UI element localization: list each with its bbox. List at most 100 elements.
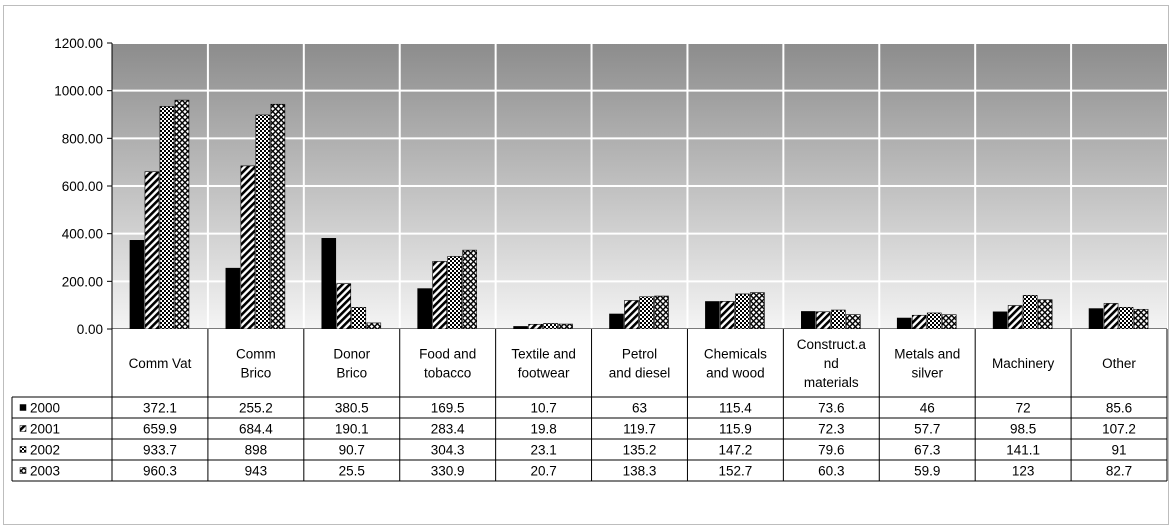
data-label-2003-2: 25.5 bbox=[339, 464, 365, 479]
data-label-2002-10: 91 bbox=[1112, 443, 1127, 458]
bar-2002-3 bbox=[447, 256, 462, 330]
data-label-2003-8: 59.9 bbox=[914, 464, 940, 479]
data-label-2000-0: 372.1 bbox=[143, 401, 177, 416]
bar-2002-9 bbox=[1022, 295, 1038, 330]
legend-key-2002 bbox=[19, 446, 27, 453]
bar-2003-10 bbox=[1133, 308, 1149, 330]
bar-2001-10 bbox=[1103, 303, 1119, 330]
data-label-2001-3: 283.4 bbox=[431, 422, 465, 437]
data-label-2000-3: 169.5 bbox=[431, 401, 465, 416]
data-label-2003-1: 943 bbox=[245, 464, 268, 479]
bar-2000-3 bbox=[417, 288, 432, 330]
bar-chart: 0.00 200.00 400.00 600.00 800.00 1000.00 1200.… bbox=[11, 36, 1168, 482]
bar-2000-1 bbox=[225, 267, 241, 330]
data-label-2002-0: 933.7 bbox=[143, 443, 177, 458]
bar-2000-6 bbox=[705, 301, 720, 330]
y-tick-label: 1200.00 bbox=[54, 36, 103, 51]
bar-2000-7 bbox=[801, 311, 816, 330]
data-label-2003-7: 60.3 bbox=[818, 464, 844, 479]
data-label-2002-6: 147.2 bbox=[719, 443, 753, 458]
category-label: Construct.a bbox=[797, 337, 867, 352]
category-label: nd bbox=[824, 356, 839, 371]
y-tick-label: 800.00 bbox=[62, 131, 103, 146]
bar-2000-10 bbox=[1088, 308, 1104, 330]
y-tick-label: 600.00 bbox=[62, 179, 103, 194]
bar-2000-5 bbox=[609, 313, 624, 330]
bar-2000-0 bbox=[129, 240, 145, 330]
bar-2001-6 bbox=[720, 301, 735, 330]
chart-frame: 0.00 200.00 400.00 600.00 800.00 1000.00 1200.… bbox=[3, 5, 1169, 525]
bar-2002-0 bbox=[159, 106, 175, 330]
bar-2001-7 bbox=[816, 311, 831, 330]
category-label: footwear bbox=[518, 366, 570, 381]
data-label-2003-4: 20.7 bbox=[530, 464, 556, 479]
bar-2001-1 bbox=[240, 165, 256, 330]
bar-2001-5 bbox=[624, 300, 639, 330]
bar-2003-7 bbox=[846, 314, 861, 330]
category-label: Comm Vat bbox=[129, 356, 192, 371]
data-label-2002-7: 79.6 bbox=[818, 443, 844, 458]
data-label-2000-2: 380.5 bbox=[335, 401, 369, 416]
category-label: Other bbox=[1102, 356, 1136, 371]
bar-2001-4 bbox=[528, 323, 543, 330]
bar-2000-8 bbox=[896, 317, 912, 330]
bar-2002-8 bbox=[926, 312, 942, 330]
bar-2002-5 bbox=[639, 296, 654, 330]
data-label-2003-5: 138.3 bbox=[623, 464, 657, 479]
data-label-2001-0: 659.9 bbox=[143, 422, 177, 437]
bar-2002-10 bbox=[1118, 307, 1134, 330]
category-label: Textile and bbox=[511, 347, 576, 362]
y-tick-label: 400.00 bbox=[62, 227, 103, 242]
data-label-2000-1: 255.2 bbox=[239, 401, 273, 416]
data-label-2002-9: 141.1 bbox=[1006, 443, 1040, 458]
legend-key-2001 bbox=[19, 425, 27, 432]
data-label-2000-8: 46 bbox=[920, 401, 935, 416]
data-label-2001-2: 190.1 bbox=[335, 422, 369, 437]
data-label-2000-6: 115.4 bbox=[719, 401, 752, 416]
bar-2002-7 bbox=[831, 309, 846, 330]
category-label: Metals and bbox=[894, 347, 960, 362]
data-label-2003-3: 330.9 bbox=[431, 464, 465, 479]
y-tick-label: 0.00 bbox=[77, 322, 103, 337]
bar-2003-4 bbox=[558, 323, 573, 330]
data-label-2001-7: 72.3 bbox=[818, 422, 844, 437]
bar-2002-4 bbox=[543, 323, 558, 330]
category-label: tobacco bbox=[424, 366, 471, 381]
category-label: silver bbox=[911, 366, 943, 381]
y-tick-label: 1000.00 bbox=[54, 84, 103, 99]
category-label: Brico bbox=[240, 366, 271, 381]
bar-2000-4 bbox=[513, 326, 528, 330]
legend-label-2003: 2003 bbox=[30, 464, 60, 479]
data-label-2001-1: 684.4 bbox=[239, 422, 273, 437]
data-label-2000-5: 63 bbox=[632, 401, 647, 416]
category-label: Petrol bbox=[622, 347, 657, 362]
category-label: and wood bbox=[706, 366, 765, 381]
data-label-2003-6: 152.7 bbox=[719, 464, 753, 479]
data-label-2002-8: 67.3 bbox=[914, 443, 940, 458]
bar-2003-9 bbox=[1037, 299, 1053, 330]
bar-2001-2 bbox=[336, 283, 352, 330]
data-label-2002-1: 898 bbox=[245, 443, 268, 458]
legend-label-2001: 2001 bbox=[30, 422, 60, 437]
category-label: Brico bbox=[336, 366, 367, 381]
data-label-2000-4: 10.7 bbox=[530, 401, 556, 416]
bar-2001-3 bbox=[432, 261, 447, 330]
data-label-2002-4: 23.1 bbox=[530, 443, 556, 458]
category-label: Machinery bbox=[992, 356, 1055, 371]
data-label-2000-10: 85.6 bbox=[1106, 401, 1132, 416]
plot-area bbox=[112, 42, 1167, 329]
table-header-row bbox=[112, 329, 1167, 397]
bar-2001-0 bbox=[144, 171, 160, 330]
category-label: Chemicals bbox=[704, 347, 767, 362]
bar-2001-8 bbox=[911, 314, 927, 330]
data-table: Comm Vat Comm Brico Donor Brico Food and tobac… bbox=[11, 329, 1168, 482]
legend-label-2002: 2002 bbox=[30, 443, 60, 458]
bar-2003-8 bbox=[941, 314, 957, 330]
data-label-2003-9: 123 bbox=[1012, 464, 1035, 479]
bar-2002-6 bbox=[735, 293, 750, 330]
legend-label-2000: 2000 bbox=[30, 401, 60, 416]
bar-2002-2 bbox=[351, 307, 367, 330]
data-label-2002-5: 135.2 bbox=[623, 443, 657, 458]
data-label-2001-8: 57.7 bbox=[914, 422, 940, 437]
category-label: Food and bbox=[419, 347, 476, 362]
